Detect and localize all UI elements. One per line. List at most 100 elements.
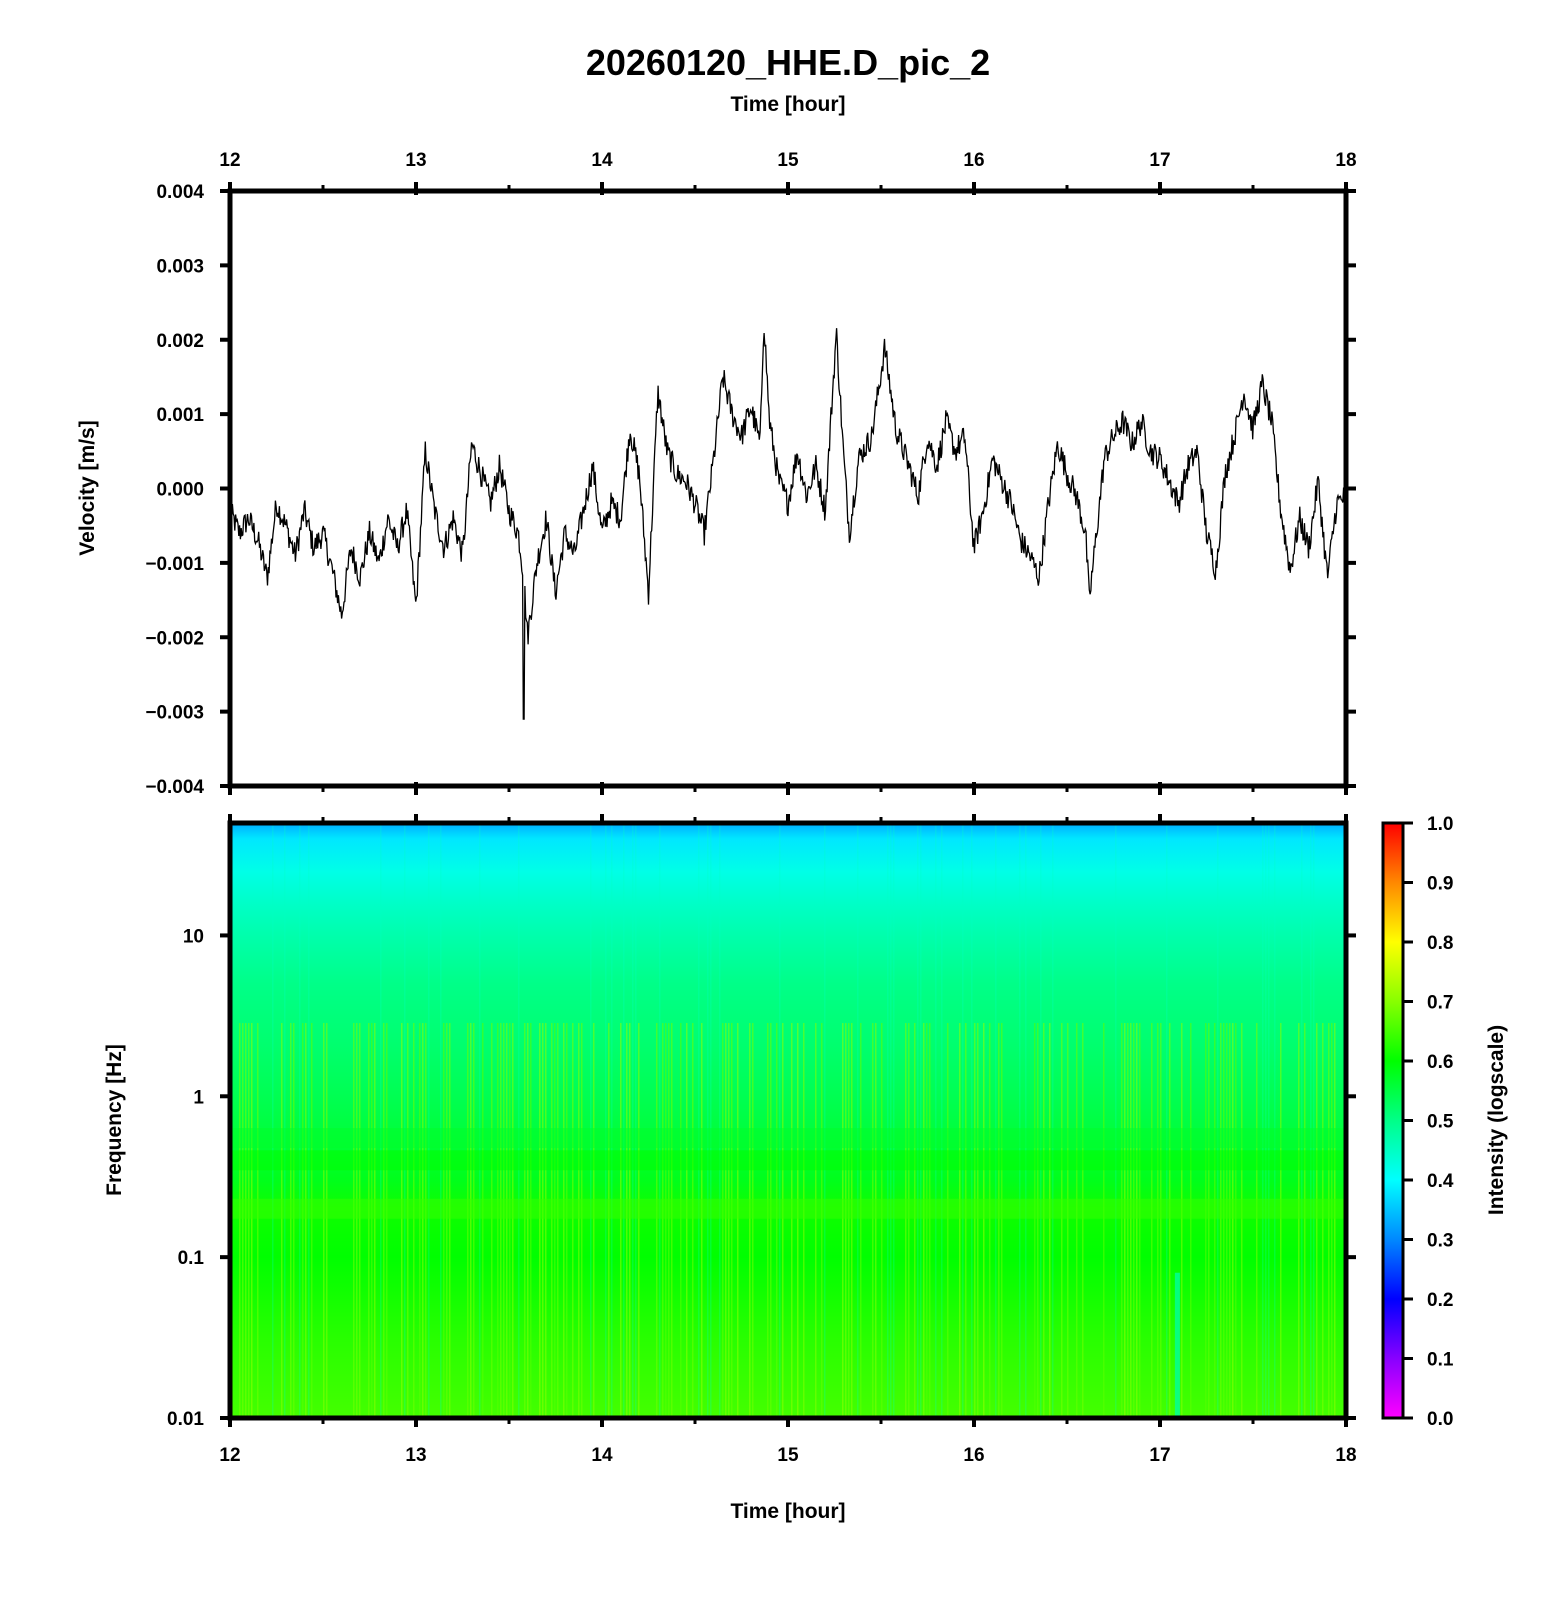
spectrogram-band bbox=[230, 1198, 1346, 1219]
spectrogram-texture-stripe bbox=[1151, 1023, 1153, 1418]
spectrogram-texture-stripe bbox=[635, 823, 637, 1418]
spectrogram-band bbox=[230, 1150, 1346, 1171]
velocity-top-x-tick-labels: 12 13 14 15 16 17 18 bbox=[219, 150, 1356, 171]
spectrogram-texture-stripe bbox=[1127, 1023, 1129, 1418]
spectrogram-texture-stripe bbox=[563, 1023, 565, 1418]
spectrogram-texture-stripe bbox=[446, 1023, 448, 1418]
spectrogram-texture-stripe bbox=[1328, 1023, 1330, 1418]
spectrogram-texture-stripe bbox=[1190, 1023, 1192, 1418]
spectrogram-texture-stripe bbox=[1019, 823, 1021, 1418]
spectrogram-texture-stripe bbox=[629, 1023, 631, 1418]
spectrogram-texture-stripe bbox=[419, 1023, 421, 1418]
spectrogram-texture-stripe bbox=[425, 1023, 427, 1418]
spectrogram-texture-stripe bbox=[1268, 823, 1270, 1418]
spectrogram-texture-stripe bbox=[1220, 1023, 1222, 1418]
spectrogram-texture-stripe bbox=[1298, 1023, 1300, 1418]
spectrogram-texture-stripe bbox=[1157, 1023, 1159, 1418]
spectrogram-texture-stripe bbox=[989, 1023, 991, 1418]
spectrogram-texture-stripe bbox=[662, 1023, 664, 1418]
spectrogram-y-tick-label: 1 bbox=[193, 1087, 204, 1108]
spectrogram-texture-stripe bbox=[947, 1023, 949, 1418]
spectrogram-texture-stripe bbox=[353, 1023, 355, 1418]
spectrogram-texture-stripe bbox=[821, 1023, 823, 1418]
spectrogram-texture-stripe bbox=[1136, 1023, 1138, 1418]
velocity-y-tick-labels: 0.004 0.003 0.002 0.001 0.000 −0.001 −0.002 −0.… bbox=[145, 182, 204, 798]
spectrogram-texture-stripe bbox=[680, 1023, 682, 1418]
spectrogram-x-tick-label: 13 bbox=[405, 1445, 426, 1466]
spectrogram-texture-stripe bbox=[1208, 1023, 1210, 1418]
spectrogram-texture-stripe bbox=[356, 1023, 358, 1418]
spectrogram-texture-stripe bbox=[566, 1023, 568, 1418]
colorbar-tick-label: 0.7 bbox=[1427, 993, 1453, 1014]
spectrogram-texture-stripe bbox=[791, 1023, 793, 1418]
spectrogram-texture-stripe bbox=[698, 823, 700, 1418]
spectrogram-texture-stripe bbox=[581, 1023, 583, 1418]
spectrogram-texture-stripe bbox=[590, 823, 592, 1418]
velocity-y-tick-label: −0.001 bbox=[145, 554, 204, 575]
spectrogram-texture-stripe bbox=[719, 823, 721, 1418]
spectrogram-texture-stripe bbox=[359, 1023, 361, 1418]
velocity-top-x-tick-label: 17 bbox=[1149, 150, 1170, 171]
spectrogram-texture-stripe bbox=[557, 1023, 559, 1418]
spectrogram-texture-stripe bbox=[311, 1023, 313, 1418]
spectrogram-texture-stripe bbox=[290, 1023, 292, 1418]
colorbar-tick-label: 1.0 bbox=[1427, 814, 1453, 835]
spectrogram-texture-stripe bbox=[1040, 823, 1042, 1418]
spectrogram-texture-stripe bbox=[1166, 823, 1168, 1418]
spectrogram-texture-stripe bbox=[407, 1023, 409, 1418]
velocity-ticks bbox=[220, 182, 1356, 795]
spectrogram-texture-stripe bbox=[623, 823, 625, 1418]
spectrogram-texture-stripe bbox=[824, 823, 826, 1418]
spectrogram-texture-stripe bbox=[638, 1023, 640, 1418]
spectrogram-texture-stripe bbox=[857, 823, 859, 1418]
spectrogram-texture-stripe bbox=[518, 823, 520, 1418]
spectrogram-texture-stripe bbox=[326, 1023, 328, 1418]
spectrogram-texture-stripe bbox=[497, 1023, 499, 1418]
spectrogram-texture-stripe bbox=[251, 1023, 253, 1418]
velocity-y-tick-label: 0.004 bbox=[156, 182, 204, 203]
colorbar: 1.0 0.9 0.8 0.7 0.6 0.5 0.4 0.3 0.2 0.1 0.0 Intens… bbox=[1381, 814, 1508, 1430]
velocity-top-x-tick-label: 15 bbox=[777, 150, 799, 171]
spectrogram-texture-stripe bbox=[851, 1023, 853, 1418]
spectrogram-texture-stripe bbox=[293, 1023, 295, 1418]
colorbar-tick-label: 0.0 bbox=[1427, 1409, 1453, 1430]
spectrogram-y-tick-label: 10 bbox=[183, 926, 204, 947]
spectrogram-texture-stripe bbox=[302, 1023, 304, 1418]
spectrogram-texture-stripe bbox=[539, 1023, 541, 1418]
colorbar-tick-label: 0.2 bbox=[1427, 1290, 1453, 1311]
spectrogram-texture-stripe bbox=[905, 1023, 907, 1418]
spectrogram-texture-stripe bbox=[974, 1023, 976, 1418]
spectrogram-x-tick-label: 18 bbox=[1335, 1445, 1356, 1466]
spectrogram-texture-stripe bbox=[797, 1023, 799, 1418]
spectrogram-texture-stripe bbox=[779, 823, 781, 1418]
spectrogram-texture-stripe bbox=[1316, 1023, 1318, 1418]
spectrogram-texture-stripe bbox=[875, 1023, 877, 1418]
velocity-y-tick-label: 0.000 bbox=[156, 480, 204, 501]
spectrogram-texture-stripe bbox=[710, 823, 712, 1418]
spectrogram-texture-stripe bbox=[767, 1023, 769, 1418]
spectrogram-texture-stripe bbox=[941, 823, 943, 1418]
colorbar-tick-label: 0.6 bbox=[1427, 1052, 1453, 1073]
spectrogram-texture-stripe bbox=[881, 1023, 883, 1418]
spectrogram-texture-stripe bbox=[983, 1023, 985, 1418]
spectrogram-texture-stripe bbox=[935, 823, 937, 1418]
spectrogram-texture-stripe bbox=[611, 823, 613, 1418]
spectrogram-texture-stripe bbox=[860, 1023, 862, 1418]
spectrogram-texture-stripe bbox=[542, 1023, 544, 1418]
spectrogram-texture-stripe bbox=[257, 1023, 259, 1418]
spectrogram-texture-stripe bbox=[551, 1023, 553, 1418]
spectrogram-texture-stripe bbox=[1130, 1023, 1132, 1418]
spectrogram-texture-stripe bbox=[917, 823, 919, 1418]
spectrogram-texture-stripe bbox=[449, 1023, 451, 1418]
spectrogram-texture-stripe bbox=[1205, 1023, 1207, 1418]
colorbar-tick-label: 0.5 bbox=[1427, 1112, 1454, 1133]
spectrogram-texture-stripe bbox=[593, 1023, 595, 1418]
spectrogram-texture-stripe bbox=[578, 1023, 580, 1418]
spectrogram-texture-stripe bbox=[1082, 1023, 1084, 1418]
spectrogram-texture-stripe bbox=[671, 1023, 673, 1418]
spectrogram-texture-stripe bbox=[665, 1023, 667, 1418]
spectrogram-texture-stripe bbox=[299, 823, 301, 1418]
spectrogram-plot-frame bbox=[227, 820, 1349, 1421]
spectrogram-texture-stripe bbox=[1037, 1023, 1039, 1418]
velocity-top-x-tick-label: 12 bbox=[219, 150, 240, 171]
